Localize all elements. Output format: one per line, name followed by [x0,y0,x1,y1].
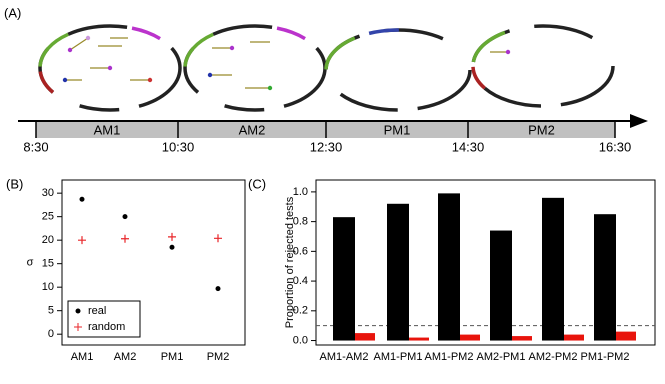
time-label: 10:30 [162,139,195,154]
period-label: PM2 [528,122,555,137]
network-ring [38,24,182,112]
point [215,286,221,292]
bar [387,203,409,341]
y-tick-label: 15 [42,258,54,270]
legend-marker [74,323,82,331]
y-axis-label: Proportion of rejected tests [284,196,296,328]
bar [333,217,355,341]
bar [355,333,375,341]
bar [409,337,429,341]
y-axis-label: σ [27,256,34,268]
period-label: AM1 [94,122,121,137]
x-tick-label: AM1-PM1 [374,351,423,363]
time-label: 8:30 [23,139,48,154]
y-tick-label: 0.4 [293,275,308,287]
point [214,234,222,243]
time-label: 16:30 [599,139,632,154]
panel-label: (B) [6,176,23,191]
period-label: PM1 [384,122,411,137]
y-tick-label: 25 [42,211,54,223]
point [168,232,176,241]
x-tick-label: PM1-PM2 [581,351,630,363]
x-tick-label: AM1-AM2 [320,351,369,363]
network-ring [324,28,472,112]
network-nodes [62,35,511,91]
bar [512,336,532,341]
y-tick-label: 0.8 [293,216,308,228]
network-edges [65,37,508,89]
legend-label: random [88,321,125,333]
timeline-arrow [630,114,648,128]
bar [564,334,584,341]
x-tick-label: AM2-PM1 [477,351,526,363]
y-tick-label: 1.0 [293,186,308,198]
bar [460,334,480,341]
plot-frame [61,179,246,346]
point [78,236,86,245]
point [169,244,175,250]
x-tick-label: AM1-PM2 [425,351,474,363]
bar [490,230,512,341]
y-tick-label: 0.6 [293,245,308,257]
plot-frame [315,179,656,346]
y-tick-label: 0.0 [293,334,308,346]
legend-marker [75,308,81,314]
x-tick-label: AM2-PM2 [529,351,578,363]
network-ring [471,24,615,108]
legend-box [67,300,141,338]
panel-label: (A) [4,5,21,20]
x-tick-label: PM1 [161,351,184,363]
panel-label: (C) [248,176,266,191]
x-tick-label: PM2 [207,351,230,363]
y-tick-label: 10 [42,281,54,293]
y-tick-label: 30 [42,187,54,199]
y-tick-label: 5 [48,305,54,317]
point [79,196,85,202]
bar [616,331,636,341]
time-label: 12:30 [310,139,343,154]
x-tick-label: AM2 [114,351,137,363]
y-tick-label: 0.2 [293,305,308,317]
x-tick-label: AM1 [71,351,94,363]
point [121,234,129,243]
bar [542,197,564,341]
point [122,214,128,220]
time-label: 14:30 [452,139,485,154]
y-tick-label: 20 [42,234,54,246]
y-tick-label: 0 [48,328,54,340]
bar [594,214,616,341]
period-label: AM2 [239,122,266,137]
bar [438,193,460,341]
legend-label: real [88,305,106,317]
panel-a-networks [38,24,615,112]
